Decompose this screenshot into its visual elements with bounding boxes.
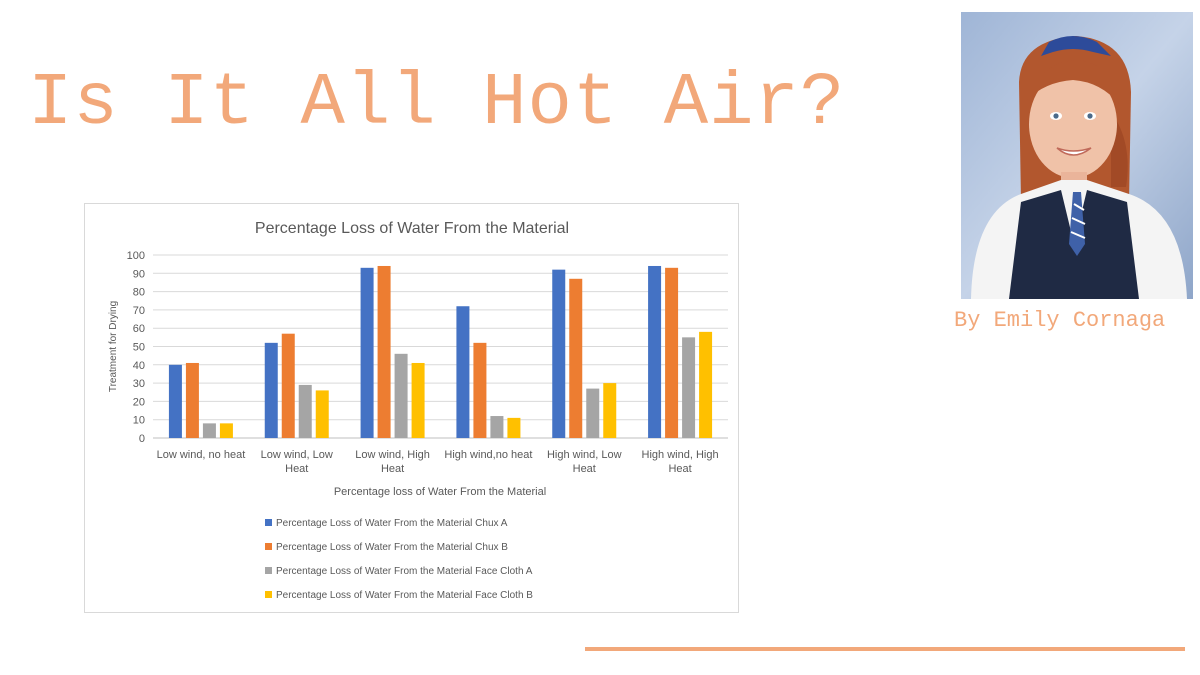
bar: [473, 342, 487, 438]
x-tick-label: Heat: [381, 463, 404, 475]
x-tick-label: High wind, Low: [547, 449, 622, 461]
y-tick-label: 90: [133, 268, 145, 280]
x-tick-label: High wind,no heat: [444, 449, 532, 461]
bar: [264, 342, 278, 438]
bar: [507, 417, 521, 438]
y-tick-label: 50: [133, 342, 145, 354]
y-tick-label: 70: [133, 305, 145, 317]
bar: [377, 265, 391, 438]
legend-swatch: [265, 567, 272, 574]
legend-label: Percentage Loss of Water From the Materi…: [276, 566, 533, 577]
bar: [168, 364, 182, 438]
legend-swatch: [265, 543, 272, 550]
chart-card: Percentage Loss of Water From the Materi…: [84, 203, 739, 613]
y-axis-label: Treatment for Drying: [108, 301, 119, 392]
legend-label: Percentage Loss of Water From the Materi…: [276, 542, 508, 553]
bar: [648, 265, 662, 438]
bar: [185, 362, 199, 438]
x-tick-label: Low wind, no heat: [157, 449, 246, 461]
y-tick-label: 30: [133, 378, 145, 390]
bar: [411, 362, 425, 438]
y-tick-label: 100: [127, 250, 145, 262]
bar: [552, 269, 566, 438]
bar: [298, 384, 312, 438]
y-tick-label: 60: [133, 323, 145, 335]
y-tick-label: 20: [133, 396, 145, 408]
legend-label: Percentage Loss of Water From the Materi…: [276, 518, 508, 529]
x-axis-label: Percentage loss of Water From the Materi…: [334, 486, 546, 498]
legend-swatch: [265, 519, 272, 526]
y-tick-label: 80: [133, 287, 145, 299]
bar: [315, 390, 329, 438]
bar: [219, 423, 233, 438]
student-portrait-photo: [961, 12, 1193, 299]
x-tick-label: Heat: [668, 463, 691, 475]
chart-title: Percentage Loss of Water From the Materi…: [255, 220, 569, 237]
slide-title: Is It All Hot Air?: [28, 62, 846, 146]
y-tick-label: 0: [139, 433, 145, 445]
footer-divider: [585, 647, 1185, 651]
bar: [682, 337, 696, 438]
bar: [202, 423, 216, 438]
bar: [394, 353, 408, 438]
x-tick-label: Heat: [285, 463, 308, 475]
x-tick-label: High wind, High: [642, 449, 719, 461]
bar: [281, 333, 295, 438]
bar: [665, 267, 679, 438]
y-tick-label: 40: [133, 360, 145, 372]
legend-swatch: [265, 591, 272, 598]
bar: [360, 267, 374, 438]
bar: [490, 416, 504, 438]
bar-chart: Percentage Loss of Water From the Materi…: [108, 220, 728, 601]
bar: [699, 331, 713, 438]
y-tick-label: 10: [133, 415, 145, 427]
bar: [569, 278, 583, 438]
x-tick-label: Low wind, High: [355, 449, 430, 461]
x-tick-label: Low wind, Low: [261, 449, 333, 461]
x-tick-label: Heat: [573, 463, 596, 475]
author-byline: By Emily Cornaga: [954, 308, 1166, 333]
bar: [456, 306, 470, 438]
legend-label: Percentage Loss of Water From the Materi…: [276, 590, 533, 601]
bar: [603, 383, 617, 438]
bar: [586, 388, 600, 438]
